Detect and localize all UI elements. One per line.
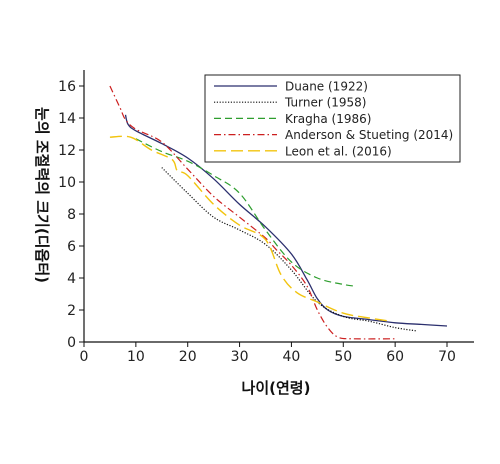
x-tick-label: 20 xyxy=(179,349,197,365)
x-tick-label: 70 xyxy=(438,349,456,365)
series-lines xyxy=(109,85,448,340)
y-axis-title: 눈의 조절력의 크기(디옵터) xyxy=(33,107,51,283)
y-tick-label: 16 xyxy=(58,79,76,95)
x-tick-label: 30 xyxy=(231,349,249,365)
y-tick-label: 4 xyxy=(67,271,76,287)
series-line-4 xyxy=(109,85,396,340)
y-tick-label: 12 xyxy=(58,143,76,159)
x-tick-label: 10 xyxy=(127,349,145,365)
legend-label: Leon et al. (2016) xyxy=(285,144,392,158)
y-tick-label: 10 xyxy=(58,175,76,191)
y-tick-label: 14 xyxy=(58,111,76,127)
series-line-2 xyxy=(161,167,416,332)
legend: Duane (1922) Turner (1958) Kragha (1986) An… xyxy=(204,74,461,163)
y-tick-label: 6 xyxy=(67,239,76,255)
axes: 0 10 20 30 40 50 60 70 0 2 4 6 8 10 12 14 16 xyxy=(58,70,474,365)
x-tick-label: 60 xyxy=(386,349,404,365)
legend-label: Duane (1922) xyxy=(285,80,368,94)
legend-label: Anderson & Stueting (2014) xyxy=(285,128,453,142)
x-axis-title: 나이(연령) xyxy=(242,379,311,397)
series-line-5 xyxy=(109,135,391,322)
legend-label: Turner (1958) xyxy=(284,96,366,110)
x-tick-label: 40 xyxy=(283,349,301,365)
legend-label: Kragha (1986) xyxy=(285,112,371,126)
x-tick-label: 50 xyxy=(334,349,352,365)
y-tick-label: 8 xyxy=(67,207,76,223)
x-tick-label: 0 xyxy=(80,349,89,365)
y-tick-label: 0 xyxy=(67,335,76,351)
y-tick-label: 2 xyxy=(67,303,76,319)
series-line-1 xyxy=(124,114,448,327)
